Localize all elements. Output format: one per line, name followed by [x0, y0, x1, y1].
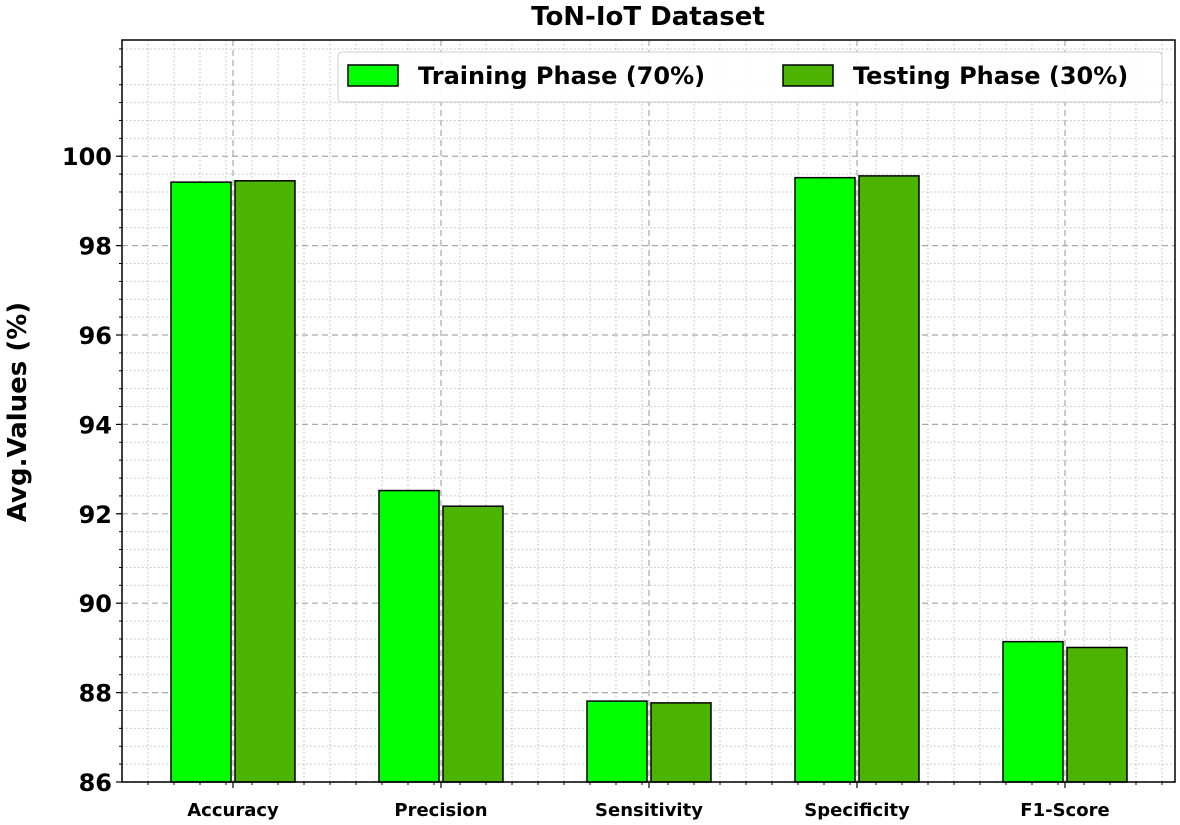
bar [650, 702, 712, 783]
bar [234, 180, 296, 783]
y-tick-label: 88 [79, 680, 112, 708]
legend-box [337, 51, 1163, 103]
y-tick-label: 94 [79, 411, 112, 439]
bar [1002, 640, 1064, 783]
y-tick-label: 98 [79, 233, 112, 261]
y-axis-ticks: 86 88 90 92 94 96 98 100 [62, 48, 122, 797]
y-axis-label: Avg.Values (%) [3, 302, 33, 522]
bar [170, 181, 232, 783]
x-tick-label: Accuracy [187, 800, 279, 821]
bar [858, 175, 920, 783]
x-tick-label: F1-Score [1020, 800, 1109, 821]
x-axis-ticks: Accuracy Precision Sensitivity Specificity F… [147, 782, 1163, 821]
y-tick-label: 96 [79, 322, 112, 350]
y-tick-label: 100 [62, 143, 112, 171]
legend-swatch [782, 64, 834, 87]
legend: Training Phase (70%) Testing Phase (30%) [337, 51, 1163, 103]
y-tick-label: 90 [79, 590, 112, 618]
bars [170, 175, 1128, 783]
legend-label: Testing Phase (30%) [853, 62, 1128, 90]
x-tick-label: Specificity [804, 800, 910, 821]
bar [1066, 646, 1128, 783]
bar [442, 505, 504, 783]
minor-grid [122, 40, 1175, 782]
bar [794, 176, 856, 783]
chart-title: ToN-IoT Dataset [531, 2, 765, 32]
x-tick-label: Precision [394, 800, 487, 821]
y-tick-label: 86 [79, 769, 112, 797]
y-tick-label: 92 [79, 501, 112, 529]
x-tick-label: Sensitivity [595, 800, 703, 821]
bar [586, 700, 648, 783]
legend-swatch [347, 64, 399, 87]
legend-label: Training Phase (70%) [418, 62, 705, 90]
bar [378, 489, 440, 783]
